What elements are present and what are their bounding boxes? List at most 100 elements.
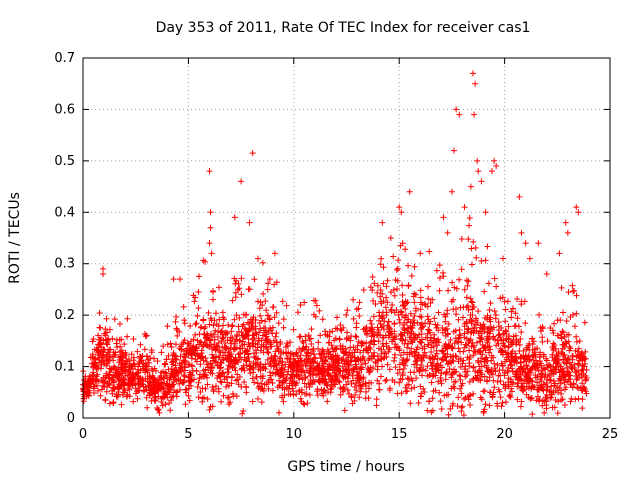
data-point <box>227 399 234 406</box>
data-point <box>444 229 451 236</box>
data-point <box>399 240 406 247</box>
data-point <box>244 355 251 362</box>
data-point <box>477 367 484 374</box>
data-point <box>558 397 565 404</box>
data-point <box>321 357 328 364</box>
data-point <box>181 317 188 324</box>
data-point <box>497 372 504 379</box>
data-point <box>264 345 271 352</box>
data-point <box>487 324 494 331</box>
data-point <box>90 385 97 392</box>
data-point <box>230 357 237 364</box>
data-point <box>192 331 199 338</box>
data-point <box>469 306 476 313</box>
axis-ticks: 0 5 10 15 20 25 0 0.1 0.2 0.3 0.4 0.5 0.6 0.7 <box>54 51 618 442</box>
data-point <box>436 389 443 396</box>
data-point <box>106 352 113 359</box>
data-point <box>263 329 270 336</box>
data-point <box>502 306 509 313</box>
data-point <box>377 373 384 380</box>
data-point <box>376 386 383 393</box>
data-point <box>253 374 260 381</box>
data-point <box>212 347 219 354</box>
data-point <box>576 338 583 345</box>
data-point <box>164 323 171 330</box>
data-point <box>273 279 280 286</box>
data-point <box>396 379 403 386</box>
data-point <box>279 298 286 305</box>
data-point <box>332 372 339 379</box>
data-point <box>186 397 193 404</box>
data-point <box>549 404 556 411</box>
data-point <box>402 312 409 319</box>
data-point <box>275 370 282 377</box>
data-point <box>505 379 512 386</box>
data-point <box>273 309 280 316</box>
data-point <box>560 341 567 348</box>
data-point <box>93 382 100 389</box>
data-point <box>265 378 272 385</box>
data-point <box>184 340 191 347</box>
data-point <box>552 396 559 403</box>
data-point <box>404 344 411 351</box>
data-point <box>227 357 234 364</box>
data-point <box>135 369 142 376</box>
data-point <box>236 337 243 344</box>
data-point <box>140 388 147 395</box>
data-point <box>582 376 589 383</box>
data-point <box>172 318 179 325</box>
data-point <box>443 357 450 364</box>
data-point <box>95 332 102 339</box>
data-point <box>170 359 177 366</box>
data-point <box>356 394 363 401</box>
data-point <box>276 382 283 389</box>
data-point <box>170 387 177 394</box>
data-point <box>425 326 432 333</box>
data-point <box>98 354 105 361</box>
data-point <box>173 325 180 332</box>
data-point <box>467 183 474 190</box>
data-point <box>136 360 143 367</box>
data-point <box>102 326 109 333</box>
data-point <box>577 355 584 362</box>
data-point <box>434 342 441 349</box>
data-point <box>534 345 541 352</box>
data-point <box>420 366 427 373</box>
data-point <box>573 333 580 340</box>
data-point <box>540 353 547 360</box>
data-point <box>497 394 504 401</box>
data-point <box>92 355 99 362</box>
data-point <box>402 358 409 365</box>
data-point <box>494 361 501 368</box>
data-point <box>259 332 266 339</box>
data-point <box>341 407 348 414</box>
data-point <box>142 333 149 340</box>
data-point <box>422 320 429 327</box>
data-point <box>301 401 308 408</box>
data-point <box>471 111 478 118</box>
data-point <box>497 377 504 384</box>
data-point <box>151 383 158 390</box>
data-point <box>369 330 376 337</box>
data-point <box>180 303 187 310</box>
data-point <box>212 327 219 334</box>
data-point <box>260 349 267 356</box>
data-point <box>95 341 102 348</box>
data-point <box>234 331 241 338</box>
data-point <box>421 349 428 356</box>
data-point <box>337 346 344 353</box>
data-point <box>368 321 375 328</box>
data-point <box>116 321 123 328</box>
data-point <box>193 345 200 352</box>
data-point <box>544 371 551 378</box>
data-point <box>154 358 161 365</box>
data-point <box>469 299 476 306</box>
data-point <box>563 318 570 325</box>
data-point <box>254 361 261 368</box>
data-point <box>487 314 494 321</box>
data-point <box>391 336 398 343</box>
data-point <box>254 341 261 348</box>
data-point <box>196 273 203 280</box>
data-point <box>228 374 235 381</box>
data-point <box>160 343 167 350</box>
